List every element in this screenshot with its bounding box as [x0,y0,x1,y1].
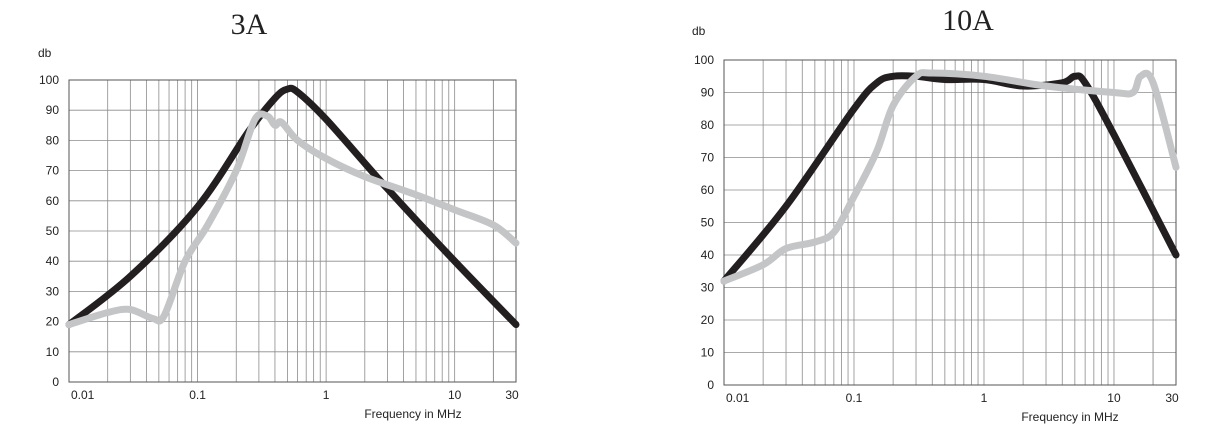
y-tick-label: 20 [701,313,715,327]
x-tick-label: 10 [448,388,462,402]
y-tick-label: 0 [52,375,59,389]
y-tick-label: 100 [694,53,714,67]
y-axis-label: db [38,46,52,60]
x-tick-labels: 0.01 0.1 1 10 30 [71,388,519,402]
y-tick-label: 90 [701,86,715,100]
chart-10a: 10A db Frequency in MHz 0 10 20 30 40 50 60 70 8… [692,4,1180,424]
y-tick-label: 0 [707,378,714,392]
y-tick-label: 10 [46,345,60,359]
x-axis-label: Frequency in MHz [1021,410,1118,424]
x-tick-label: 10 [1107,391,1121,405]
y-tick-label: 40 [46,254,60,268]
series-light-line [720,69,1180,285]
y-tick-label: 20 [46,315,60,329]
series-dark-line [65,84,520,329]
y-tick-label: 10 [701,346,715,360]
grid [723,59,1177,386]
y-tick-label: 50 [46,224,60,238]
y-tick-label: 60 [46,194,60,208]
series-group [65,84,520,329]
y-tick-label: 70 [46,164,60,178]
series-light-line [65,110,520,329]
x-tick-label: 1 [981,391,988,405]
y-tick-label: 30 [46,284,60,298]
x-tick-label: 0.01 [71,388,95,402]
x-tick-label: 0.1 [189,388,206,402]
plot-frame [68,79,517,383]
series-group [720,69,1180,285]
y-tick-labels: 0 10 20 30 40 50 60 70 80 90 100 [694,53,714,392]
x-tick-label: 30 [505,388,519,402]
chart-title: 10A [942,4,994,37]
y-tick-label: 60 [701,183,715,197]
y-tick-labels: 0 10 20 30 40 50 60 70 80 90 100 [39,73,59,389]
y-tick-label: 80 [46,133,60,147]
y-tick-label: 70 [701,151,715,165]
y-axis-label: db [692,24,706,38]
series-dark-line [720,72,1180,285]
x-tick-label: 0.1 [846,391,863,405]
y-tick-label: 30 [701,281,715,295]
grid [68,79,517,383]
chart-title: 3A [231,8,268,41]
plot-frame [723,59,1177,386]
x-axis-label: Frequency in MHz [364,407,461,421]
x-tick-label: 1 [323,388,330,402]
y-tick-label: 50 [701,216,715,230]
x-tick-label: 0.01 [726,391,750,405]
chart-3a: 3A db Frequency in MHz 0 10 20 30 40 50 60 70 80… [38,8,520,421]
y-tick-label: 100 [39,73,59,87]
y-tick-label: 40 [701,248,715,262]
y-tick-label: 90 [46,103,60,117]
y-tick-label: 80 [701,118,715,132]
x-tick-label: 30 [1165,391,1179,405]
x-tick-labels: 0.01 0.1 1 10 30 [726,391,1179,405]
